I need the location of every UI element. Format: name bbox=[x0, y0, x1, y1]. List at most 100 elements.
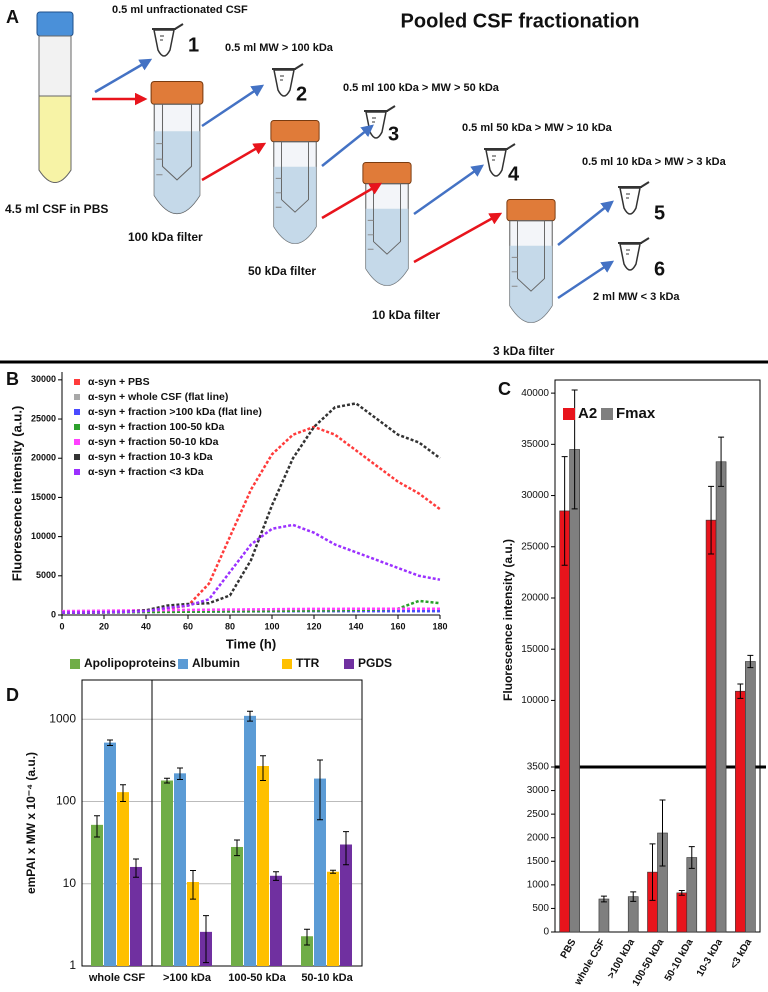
y-tick-label: 30000 bbox=[31, 374, 56, 384]
bar bbox=[117, 792, 129, 966]
y-tick-label: 0 bbox=[543, 927, 549, 938]
y-tick-label: 15000 bbox=[31, 492, 56, 502]
legend-label: α-syn + fraction 50-10 kDa bbox=[88, 436, 219, 448]
error-bar bbox=[678, 890, 685, 896]
filter-tube bbox=[270, 120, 320, 244]
series-line bbox=[61, 607, 440, 613]
arrow bbox=[201, 142, 267, 182]
legend-label: α-syn + whole CSF (flat line) bbox=[88, 391, 228, 403]
filter-tube bbox=[362, 162, 412, 286]
fraction-label: 2 ml MW < 3 kDa bbox=[593, 291, 680, 303]
error-bar bbox=[708, 485, 715, 555]
y-tick-label: 500 bbox=[532, 903, 549, 914]
x-tick-label: 180 bbox=[432, 621, 447, 631]
bar bbox=[257, 766, 269, 966]
bar bbox=[327, 871, 339, 966]
legend-label: α-syn + fraction <3 kDa bbox=[88, 466, 204, 478]
error-bar bbox=[94, 815, 100, 838]
bar bbox=[735, 690, 746, 933]
fraction-number: 1 bbox=[188, 34, 199, 56]
fraction-label: 0.5 ml 100 kDa > MW > 50 kDa bbox=[343, 82, 500, 94]
legend-label: PGDS bbox=[358, 656, 392, 670]
y-tick-label: 20000 bbox=[521, 593, 549, 604]
y-tick-label: 100 bbox=[56, 794, 76, 808]
y-axis-label: Fluorescence intensity (a.u.) bbox=[501, 539, 515, 701]
arrow bbox=[321, 124, 374, 167]
fraction-label: 0.5 ml MW > 100 kDa bbox=[225, 42, 334, 54]
x-tick-label: 100-50 kDa bbox=[631, 937, 667, 988]
legend-label: A2 bbox=[578, 405, 597, 422]
legend-marker bbox=[178, 659, 188, 669]
panel-label: A bbox=[6, 7, 19, 27]
error-bar bbox=[600, 895, 607, 903]
tube-icon bbox=[151, 23, 184, 57]
legend-marker bbox=[601, 408, 613, 420]
bar bbox=[340, 844, 352, 966]
error-bar bbox=[120, 784, 126, 802]
y-tick-label: 20000 bbox=[31, 453, 56, 463]
x-tick-label: 140 bbox=[348, 621, 363, 631]
error-bar bbox=[304, 928, 310, 946]
legend-label: α-syn + fraction >100 kDa (flat line) bbox=[88, 406, 262, 418]
error-bar bbox=[561, 456, 568, 566]
error-bar bbox=[133, 858, 139, 878]
fraction-number: 3 bbox=[388, 123, 399, 145]
y-tick-label: 15000 bbox=[521, 644, 549, 655]
fraction-number: 2 bbox=[296, 83, 307, 105]
panel-label: B bbox=[6, 369, 19, 389]
x-tick-label: 50-10 kDa bbox=[301, 972, 353, 984]
x-tick-label: 100 bbox=[264, 621, 279, 631]
bar bbox=[104, 742, 116, 966]
error-bar bbox=[343, 831, 349, 866]
x-tick-label: >100 kDa bbox=[163, 972, 212, 984]
arrow bbox=[413, 164, 485, 216]
legend-label: Albumin bbox=[192, 656, 240, 670]
error-bar bbox=[164, 777, 170, 784]
x-tick-label: whole CSF bbox=[572, 937, 608, 988]
bar bbox=[301, 936, 313, 966]
error-bar bbox=[659, 799, 666, 867]
legend-marker bbox=[282, 659, 292, 669]
y-tick-label: 1000 bbox=[49, 711, 76, 725]
y-tick-label: 1500 bbox=[527, 856, 550, 867]
x-tick-label: 0 bbox=[59, 621, 64, 631]
filter-label: 10 kDa filter bbox=[372, 308, 440, 322]
y-tick-label: 5000 bbox=[36, 570, 56, 580]
filter-label: 50 kDa filter bbox=[248, 264, 316, 278]
y-tick-label: 30000 bbox=[521, 490, 549, 501]
x-tick-label: 20 bbox=[99, 621, 109, 631]
y-tick-label: 2500 bbox=[527, 809, 550, 820]
filter-label: 100 kDa filter bbox=[128, 230, 203, 244]
error-bar bbox=[177, 767, 183, 781]
legend-marker bbox=[74, 394, 80, 400]
bar bbox=[174, 773, 186, 966]
bar bbox=[705, 519, 717, 933]
y-tick-label: 25000 bbox=[31, 413, 56, 423]
legend-label: Fmax bbox=[616, 405, 656, 422]
x-tick-label: 50-10 kDa bbox=[663, 937, 696, 983]
bar bbox=[91, 824, 103, 966]
fraction-label: 0.5 ml 10 kDa > MW > 3 kDa bbox=[582, 156, 727, 168]
error-bar bbox=[737, 683, 744, 699]
x-tick-label: 160 bbox=[390, 621, 405, 631]
bar bbox=[161, 780, 173, 966]
bar bbox=[559, 510, 570, 933]
bar bbox=[715, 461, 727, 933]
panel-label: D bbox=[6, 685, 19, 705]
series-line bbox=[62, 425, 441, 614]
x-tick-label: whole CSF bbox=[88, 972, 146, 984]
error-bar bbox=[203, 915, 209, 964]
y-tick-label: 3500 bbox=[527, 762, 550, 773]
y-tick-label: 1 bbox=[69, 958, 76, 972]
error-bar bbox=[330, 869, 336, 874]
series-line bbox=[62, 523, 441, 614]
x-tick-label: <3 kDa bbox=[728, 937, 754, 971]
fraction-label: 0.5 ml 50 kDa > MW > 10 kDa bbox=[462, 122, 613, 134]
bar bbox=[130, 866, 142, 966]
x-tick-label: 120 bbox=[306, 621, 321, 631]
legend-marker bbox=[563, 408, 575, 420]
x-tick-label: 100-50 kDa bbox=[228, 972, 286, 984]
bar bbox=[569, 449, 580, 933]
diagram-title: Pooled CSF fractionation bbox=[401, 10, 640, 32]
